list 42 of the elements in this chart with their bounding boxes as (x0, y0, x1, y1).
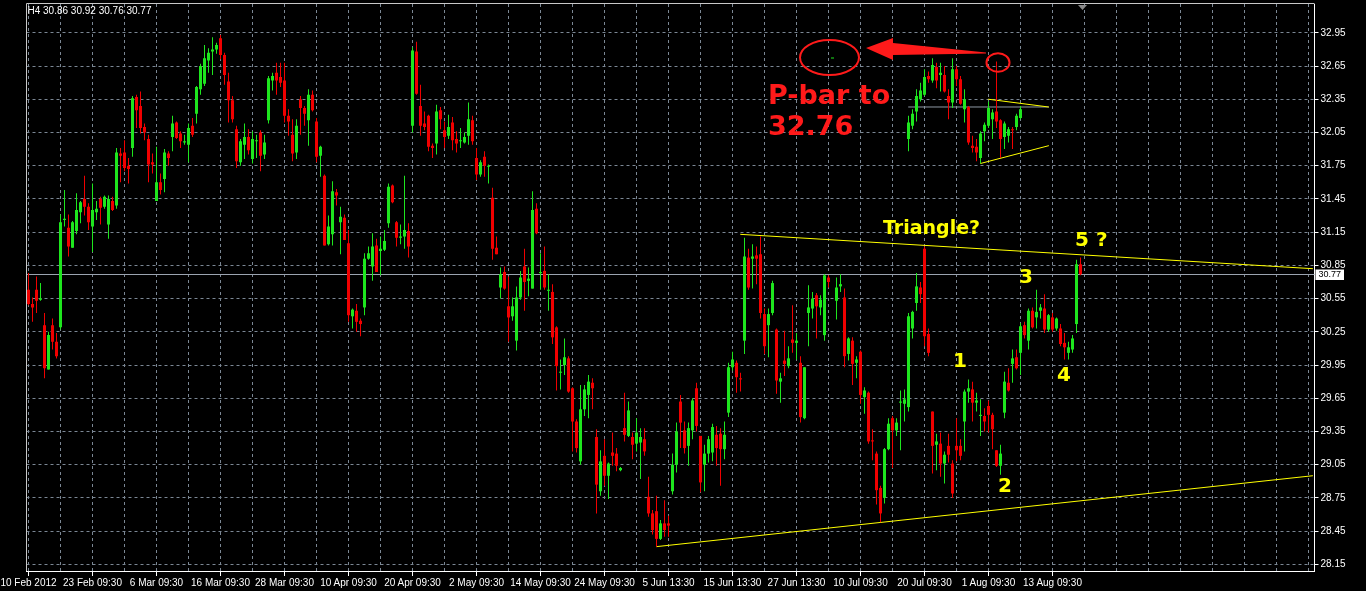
chart-title: H4 30.86 30.92 30.76 30.77 (27, 5, 152, 17)
y-tick-label: 31.75 (1320, 159, 1346, 171)
y-tick-label: 29.05 (1320, 458, 1346, 470)
annotation: 4 (1057, 362, 1071, 386)
x-tick-label: 10 Apr 09:30 (320, 576, 378, 588)
y-tick-label: 32.35 (1320, 92, 1346, 104)
x-tick-label: 10 Jul 09:30 (833, 576, 889, 588)
x-tick-label: 20 Jul 09:30 (897, 576, 953, 588)
y-tick-label: 29.35 (1320, 425, 1346, 437)
x-tick-label: 20 Apr 09:30 (384, 576, 442, 588)
x-tick-label: 1 Aug 09:30 (961, 576, 1016, 588)
y-tick-label: 32.65 (1320, 59, 1346, 71)
y-tick-label: 30.25 (1320, 325, 1346, 337)
y-tick-label: 28.15 (1320, 558, 1346, 570)
annotation: 5 ? (1075, 227, 1108, 251)
annotation: 2 (998, 473, 1012, 497)
annotation: Triangle? (883, 216, 981, 238)
x-tick-label: 23 Feb 09:30 (63, 576, 123, 588)
y-tick-label: 30.85 (1320, 259, 1346, 271)
x-tick-label: 28 Mar 09:30 (255, 576, 315, 588)
x-tick-label: 6 Mar 09:30 (129, 576, 184, 588)
x-tick-label: 24 May 09:30 (574, 576, 636, 588)
y-tick-label: 31.15 (1320, 225, 1346, 237)
x-tick-label: 27 Jun 13:30 (767, 576, 826, 588)
x-tick-label: 15 Jun 13:30 (703, 576, 762, 588)
y-tick-label: 30.55 (1320, 292, 1346, 304)
x-tick-label: 13 Aug 09:30 (1023, 576, 1083, 588)
y-tick-label: 28.45 (1320, 524, 1346, 536)
x-tick-label: 14 May 09:30 (510, 576, 572, 588)
x-tick-label: 2 May 09:30 (448, 576, 505, 588)
annotation: P-bar to 32.76 (768, 79, 891, 141)
x-tick-label: 5 Jun 13:30 (642, 576, 696, 588)
y-tick-label: 32.95 (1320, 26, 1346, 38)
annotation: 1 (953, 348, 967, 372)
y-tick-label: 29.65 (1320, 391, 1346, 403)
x-tick-label: 10 Feb 2012 (0, 576, 58, 588)
y-tick-label: 32.05 (1320, 126, 1346, 138)
ref-line-label: 30.77 (1318, 269, 1342, 280)
y-tick-label: 31.45 (1320, 192, 1346, 204)
x-tick-label: 16 Mar 09:30 (191, 576, 251, 588)
y-tick-label: 29.95 (1320, 358, 1346, 370)
y-tick-label: 28.75 (1320, 491, 1346, 503)
